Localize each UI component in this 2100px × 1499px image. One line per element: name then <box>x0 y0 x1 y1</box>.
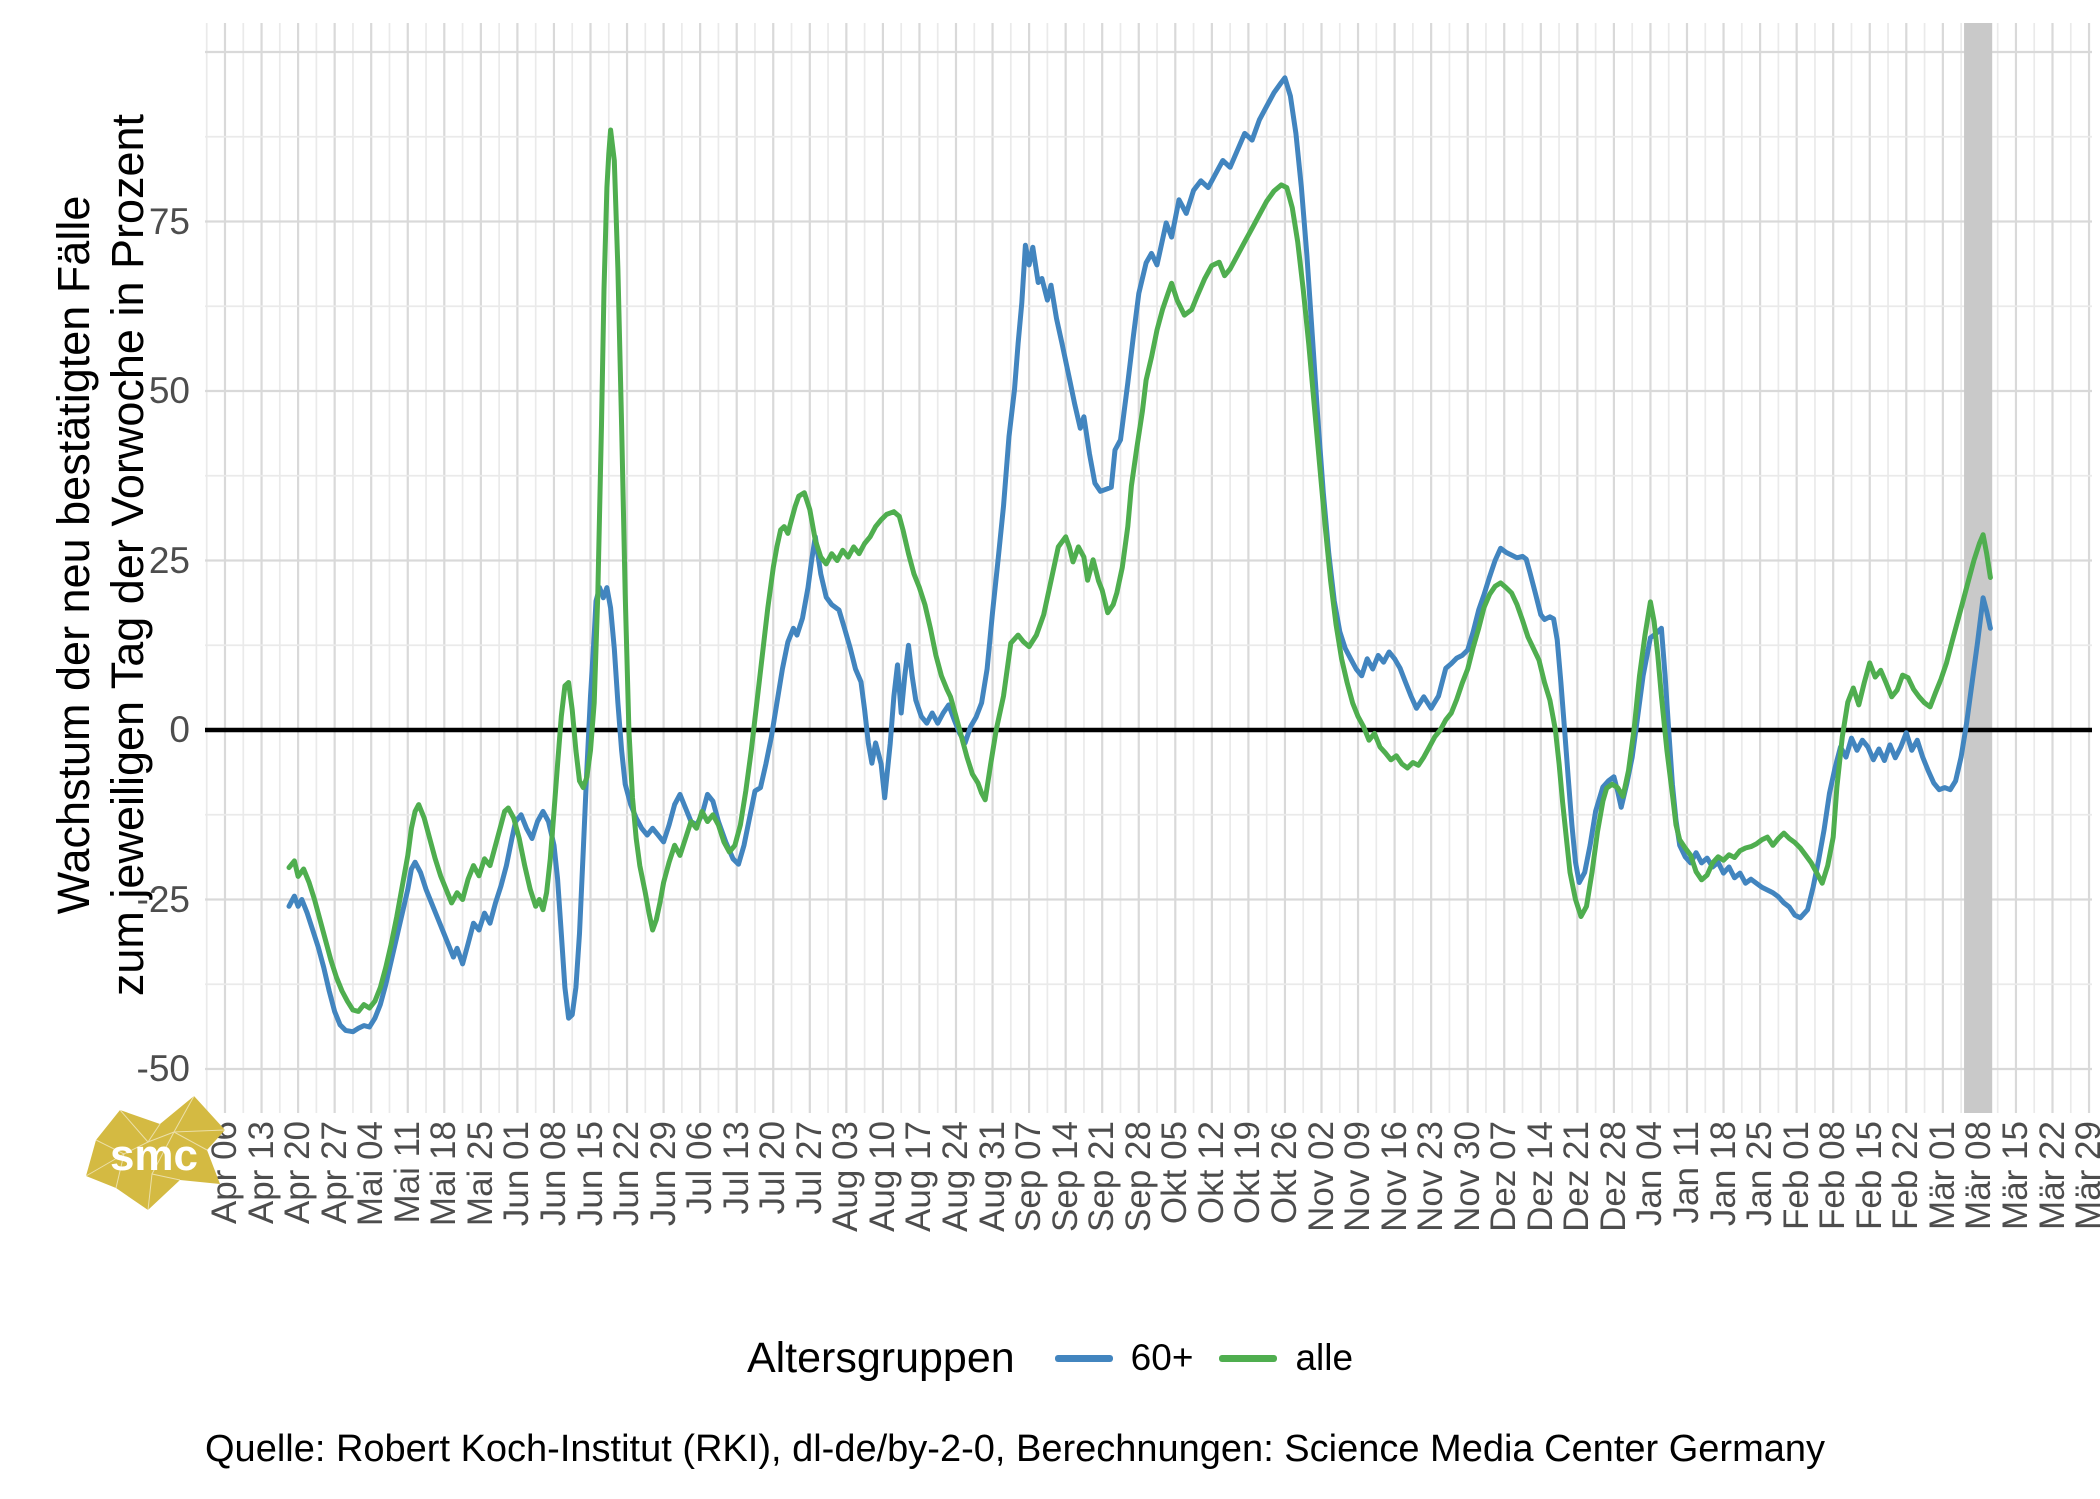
x-tick-label: Jan 18 <box>1703 1121 1743 1227</box>
x-tick-label: Mai 18 <box>424 1121 464 1227</box>
y-tick-label: 50 <box>148 370 190 411</box>
x-tick-label: Nov 09 <box>1338 1121 1378 1232</box>
x-tick-label: Apr 13 <box>241 1121 281 1225</box>
x-tick-label: Apr 20 <box>278 1121 318 1225</box>
x-tick-label: Aug 31 <box>972 1121 1012 1232</box>
x-tick-label: Okt 26 <box>1264 1121 1304 1225</box>
x-tick-label: Mär 01 <box>1922 1121 1962 1230</box>
x-tick-label: Apr 27 <box>314 1121 354 1225</box>
x-tick-label: Mär 08 <box>1959 1121 1999 1230</box>
x-tick-label: Jul 27 <box>789 1121 829 1215</box>
x-tick-label: Jun 29 <box>643 1121 683 1227</box>
x-tick-label: Jul 20 <box>753 1121 793 1215</box>
x-tick-label: Sep 07 <box>1009 1121 1049 1232</box>
legend-title: Altersgruppen <box>746 1333 1015 1382</box>
smc-logo-blob <box>86 1096 225 1210</box>
x-tick-label: Jan 11 <box>1667 1121 1706 1224</box>
x-tick-label: Dez 07 <box>1484 1121 1524 1232</box>
legend: Altersgruppen 60+ alle <box>0 1330 2100 1386</box>
x-tick-label: Jan 25 <box>1740 1121 1780 1227</box>
x-tick-label: Jun 22 <box>607 1121 647 1227</box>
x-tick-label: Nov 23 <box>1411 1121 1451 1232</box>
x-tick-label: Dez 28 <box>1593 1121 1633 1232</box>
legend-item-alle: alle <box>1219 1337 1353 1379</box>
x-tick-label: Jul 13 <box>716 1121 756 1215</box>
x-tick-label: Jun 08 <box>533 1121 573 1227</box>
x-tick-label: Feb 15 <box>1849 1121 1889 1230</box>
x-tick-label: Nov 30 <box>1447 1121 1487 1232</box>
x-tick-label: Sep 28 <box>1118 1121 1158 1232</box>
x-tick-label: Nov 16 <box>1374 1121 1414 1232</box>
x-tick-label: Mai 04 <box>351 1121 391 1227</box>
x-tick-label: Mär 29 <box>2069 1121 2100 1230</box>
x-tick-label: Mär 15 <box>1995 1121 2035 1230</box>
smc-logo-facets <box>85 1095 226 1211</box>
x-tick-label: Jun 01 <box>497 1121 537 1227</box>
x-tick-label: Jun 15 <box>570 1121 610 1227</box>
y-tick-label: -50 <box>136 1048 190 1089</box>
x-tick-label: Aug 10 <box>862 1121 902 1232</box>
x-tick-label: Jan 04 <box>1630 1121 1670 1227</box>
x-tick-label: Aug 24 <box>936 1121 975 1232</box>
x-tick-label: Sep 21 <box>1082 1121 1122 1232</box>
x-tick-label: Nov 02 <box>1301 1121 1341 1232</box>
x-tick-label: Aug 17 <box>899 1121 939 1232</box>
legend-item-60plus: 60+ <box>1054 1337 1194 1379</box>
x-tick-label: Jul 06 <box>680 1121 720 1215</box>
x-tick-label: Aug 03 <box>826 1121 866 1232</box>
smc-logo: smc <box>85 1095 226 1211</box>
x-tick-label: Feb 22 <box>1886 1121 1926 1230</box>
legend-label-60plus: 60+ <box>1130 1337 1194 1378</box>
x-tick-label: Mai 11 <box>387 1121 427 1224</box>
x-tick-label: Feb 08 <box>1813 1121 1853 1230</box>
x-tick-label: Okt 05 <box>1155 1121 1195 1225</box>
y-tick-label: 75 <box>148 200 190 242</box>
y-tick-label: -25 <box>136 878 190 920</box>
legend-swatch-60plus <box>1054 1354 1113 1362</box>
y-tick-label: 25 <box>148 539 190 581</box>
source-attribution: Quelle: Robert Koch-Institut (RKI), dl-d… <box>205 1428 1825 1470</box>
x-tick-label: Mär 22 <box>2032 1121 2072 1230</box>
legend-label-alle: alle <box>1295 1337 1354 1378</box>
x-tick-label: Sep 14 <box>1045 1121 1085 1232</box>
x-tick-label: Okt 19 <box>1228 1121 1268 1225</box>
x-tick-label: Mai 25 <box>460 1121 500 1227</box>
series-line-alle <box>286 127 1993 1014</box>
x-tick-label: Dez 21 <box>1557 1121 1597 1232</box>
series-line-60plus <box>286 75 1993 1035</box>
x-tick-label: Okt 12 <box>1191 1121 1231 1225</box>
x-tick-label: Feb 01 <box>1776 1121 1816 1230</box>
y-tick-label: 0 <box>169 709 190 750</box>
smc-logo-text: smc <box>110 1131 198 1180</box>
x-tick-label: Dez 14 <box>1520 1121 1560 1232</box>
legend-swatch-alle <box>1219 1354 1278 1362</box>
